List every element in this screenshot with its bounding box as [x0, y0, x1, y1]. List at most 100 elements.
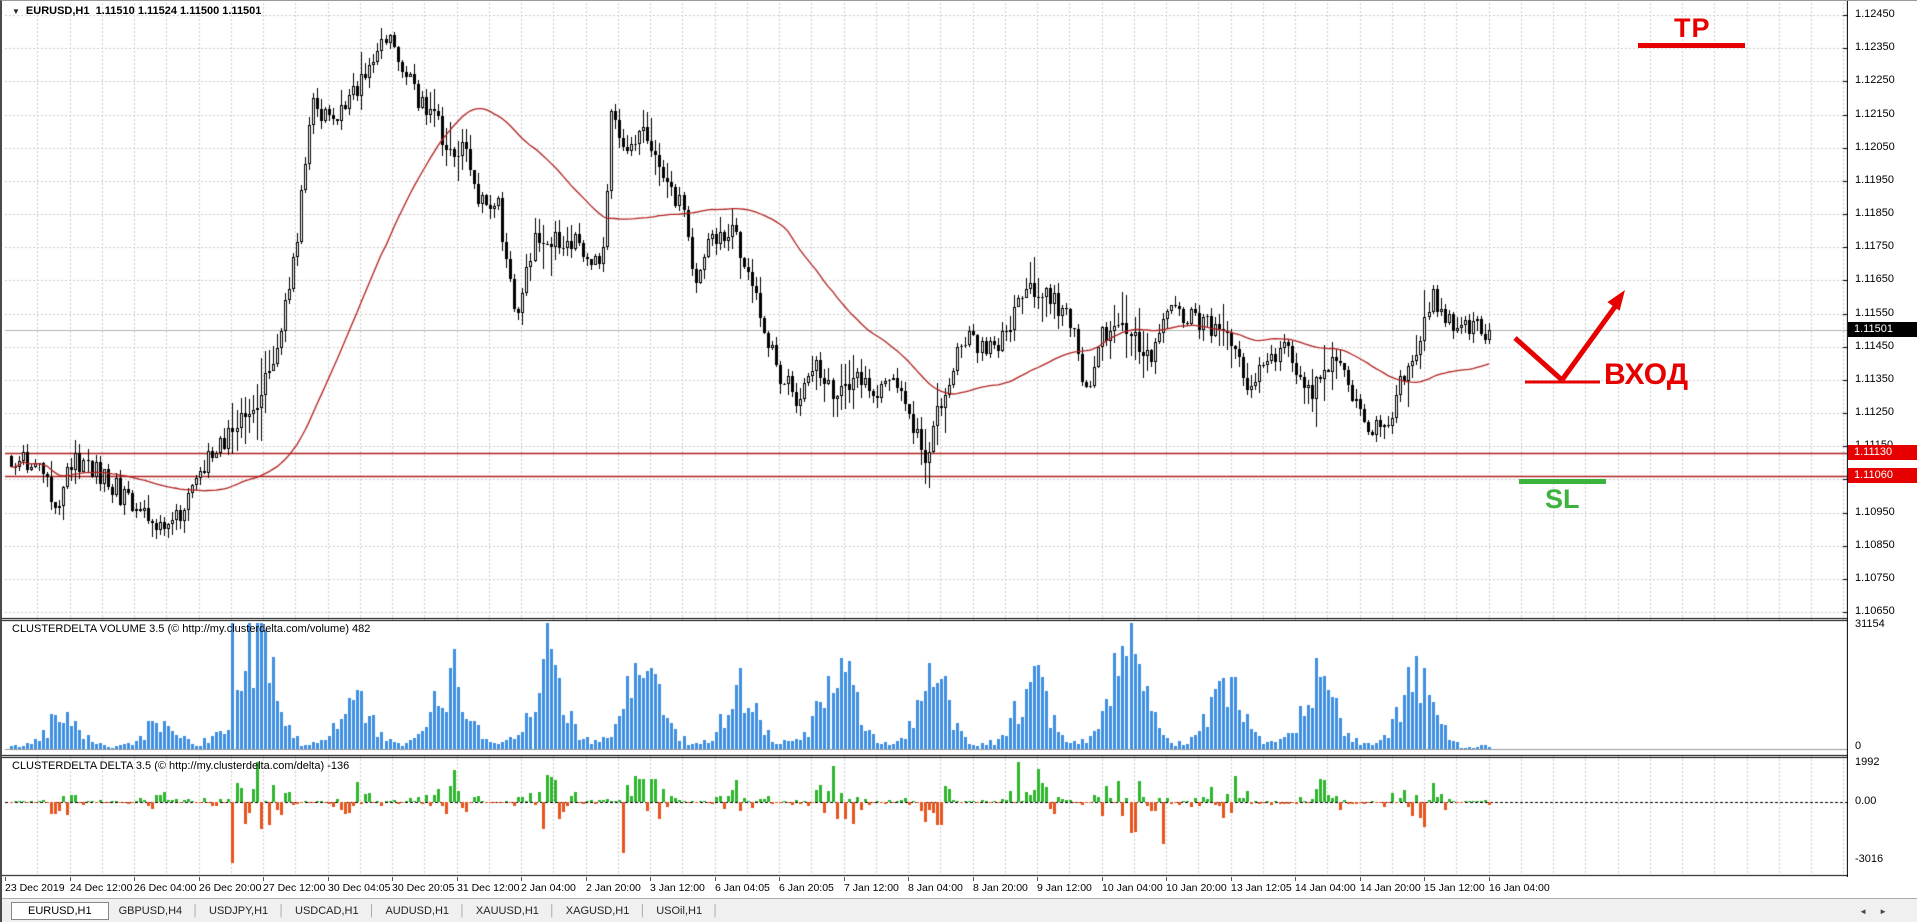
time-axis-label: 27 Dec 12:00: [263, 882, 326, 894]
time-axis-label: 14 Jan 20:00: [1360, 882, 1421, 894]
time-axis-tick: [263, 877, 264, 881]
price-axis-label: 1.12450: [1855, 8, 1895, 20]
time-axis-label: 2 Jan 04:00: [521, 882, 576, 894]
time-axis[interactable]: 23 Dec 2019 24 Dec 12:00 26 Dec 04:00 26 De…: [2, 877, 1848, 898]
time-axis-tick: [134, 877, 135, 881]
symbol-timeframe-label: EURUSD,H1: [25, 5, 90, 17]
entry-arrow[interactable]: [1505, 282, 1705, 392]
current-price-box: 1.11501: [1848, 321, 1917, 337]
volume-indicator-label: CLUSTERDELTA VOLUME 3.5 (© http://my.clu…: [12, 623, 371, 635]
chevron-down-icon[interactable]: ▼: [12, 7, 20, 16]
time-axis-label: 8 Jan 20:00: [973, 882, 1028, 894]
time-axis-label: 26 Dec 20:00: [199, 882, 262, 894]
stop-loss-line[interactable]: [1519, 479, 1606, 484]
tab-scroll-right-icon[interactable]: ►: [1879, 907, 1887, 916]
price-axis-label: 1.12350: [1855, 41, 1895, 54]
tab-separator: │: [548, 904, 556, 917]
delta-axis-max: 1992: [1855, 756, 1880, 768]
time-axis-label: 16 Jan 04:00: [1489, 882, 1550, 894]
level-price-box: 1.11060: [1848, 468, 1917, 484]
chart-tab-usdjpy[interactable]: USDJPY,H1: [209, 904, 269, 917]
ohlc-values: 1.11510 1.11524 1.11500 1.11501: [95, 5, 262, 17]
time-axis-tick: [973, 877, 974, 881]
delta-axis-min: -3016: [1855, 853, 1884, 865]
time-axis-tick: [1231, 877, 1232, 881]
tab-separator: │: [368, 904, 376, 917]
price-axis-label: 1.11850: [1855, 207, 1894, 220]
chart-tab-usdcad[interactable]: USDCAD,H1: [295, 904, 359, 917]
time-axis-label: 24 Dec 12:00: [70, 882, 133, 894]
time-axis-tick: [457, 877, 458, 881]
time-axis-tick: [328, 877, 329, 881]
price-axis-label: 1.10850: [1855, 538, 1895, 551]
time-axis-tick: [70, 877, 71, 881]
stop-loss-label[interactable]: SL: [1545, 484, 1580, 514]
price-axis-label: 1.11650: [1855, 273, 1894, 286]
price-axis-label: 1.10950: [1855, 505, 1895, 518]
take-profit-line[interactable]: [1638, 43, 1745, 48]
time-axis-label: 7 Jan 12:00: [844, 882, 899, 894]
price-chart-canvas[interactable]: [2, 1, 1848, 877]
time-axis-label: 26 Dec 04:00: [134, 882, 197, 894]
time-axis-tick: [1489, 877, 1490, 881]
time-axis-tick: [650, 877, 651, 881]
price-axis-label: 1.10750: [1855, 571, 1895, 584]
time-axis-tick: [844, 877, 845, 881]
price-axis-label: 1.12250: [1855, 74, 1895, 87]
tab-separator: │: [712, 904, 719, 917]
time-axis-label: 10 Jan 04:00: [1102, 882, 1163, 894]
time-axis-tick: [1037, 877, 1038, 881]
time-axis-tick: [1102, 877, 1103, 881]
price-axis-label: 1.11750: [1855, 240, 1894, 253]
time-axis-label: 15 Jan 12:00: [1424, 882, 1485, 894]
price-axis[interactable]: 1.12450 1.12350 1.12250 1.12150 1.12050 1.119…: [1848, 1, 1917, 876]
volume-axis-zero: 0: [1855, 740, 1862, 752]
time-axis-tick: [1424, 877, 1425, 881]
time-axis-label: 31 Dec 12:00: [457, 882, 520, 894]
chart-tab-xauusd[interactable]: XAUUSD,H1: [475, 904, 539, 917]
volume-axis-max: 31154: [1855, 618, 1885, 630]
time-axis-label: 10 Jan 20:00: [1166, 882, 1227, 894]
delta-indicator-label: CLUSTERDELTA DELTA 3.5 (© http://my.clus…: [12, 760, 350, 772]
chart-tab-gbpusd[interactable]: GBPUSD,H4: [118, 904, 183, 917]
time-axis-label: 30 Dec 04:05: [328, 882, 391, 894]
time-axis-tick: [199, 877, 200, 881]
tab-separator: │: [192, 904, 200, 917]
entry-label[interactable]: ВХОД: [1604, 358, 1689, 391]
price-axis-label: 1.11250: [1855, 406, 1894, 419]
time-axis-tick: [5, 877, 6, 881]
tab-separator: │: [459, 904, 466, 917]
time-axis-tick: [392, 877, 393, 881]
time-axis-label: 14 Jan 04:00: [1295, 882, 1356, 894]
time-axis-label: 8 Jan 04:00: [908, 882, 963, 894]
chart-tab-usoil[interactable]: USOil,H1: [656, 904, 703, 917]
take-profit-label[interactable]: TP: [1674, 13, 1711, 43]
tab-separator: │: [278, 904, 286, 917]
delta-axis-zero: 0.00: [1855, 795, 1877, 807]
time-axis-label: 2 Jan 20:00: [586, 882, 641, 894]
time-axis-tick: [586, 877, 587, 881]
level-price-box: 1.11130: [1848, 444, 1917, 460]
tab-separator: │: [639, 904, 647, 917]
time-axis-tick: [779, 877, 780, 881]
price-axis-label: 1.10650: [1855, 605, 1895, 618]
time-axis-tick: [1295, 877, 1296, 881]
price-axis-label: 1.11950: [1855, 173, 1894, 186]
chart-tab-audusd[interactable]: AUDUSD,H1: [385, 904, 450, 917]
time-axis-label: 23 Dec 2019: [5, 882, 65, 894]
price-axis-label: 1.11350: [1855, 372, 1894, 385]
price-axis-label: 1.12150: [1855, 107, 1895, 120]
chart-tab-xagusd[interactable]: XAGUSD,H1: [565, 904, 630, 917]
chart-tab-eurusd[interactable]: EURUSD,H1: [11, 901, 109, 920]
time-axis-tick: [715, 877, 716, 881]
time-axis-tick: [1166, 877, 1167, 881]
price-axis-label: 1.11550: [1855, 306, 1894, 319]
tab-scroll-left-icon[interactable]: ◄: [1859, 907, 1868, 916]
time-axis-label: 9 Jan 12:00: [1037, 882, 1092, 894]
time-axis-label: 13 Jan 12:05: [1231, 882, 1292, 894]
time-axis-label: 30 Dec 20:05: [392, 882, 455, 894]
time-axis-label: 6 Jan 20:05: [779, 882, 834, 894]
time-axis-label: 3 Jan 12:00: [650, 882, 705, 894]
price-axis-label: 1.12050: [1855, 140, 1895, 153]
